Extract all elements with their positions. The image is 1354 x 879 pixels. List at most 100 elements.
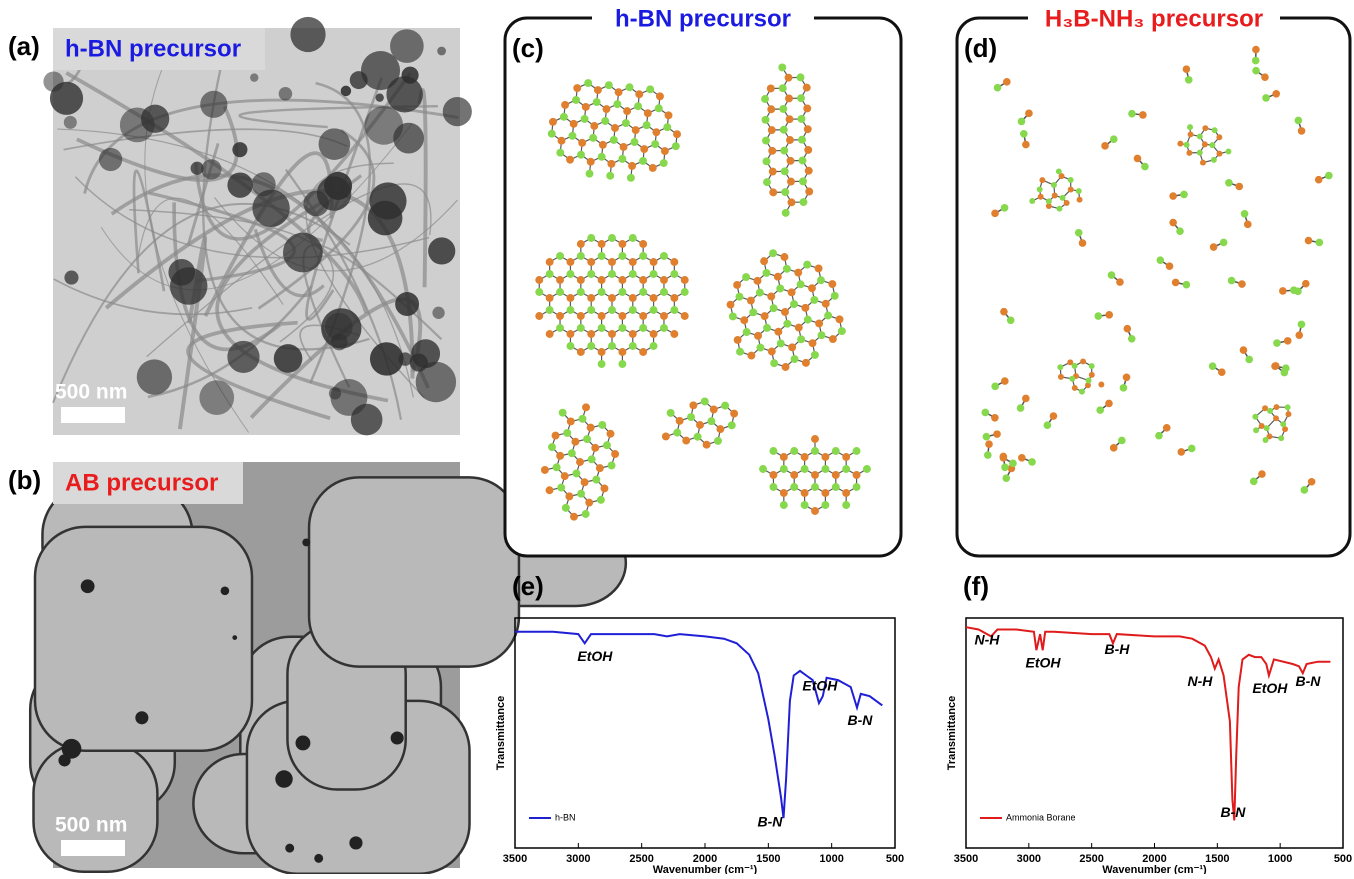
atom [681, 312, 689, 320]
atom [1187, 124, 1193, 130]
atom [770, 359, 778, 367]
x-tick-label: 500 [1334, 853, 1352, 865]
particle [135, 711, 148, 724]
x-tick-label: 3000 [566, 853, 590, 865]
atom [821, 489, 829, 497]
atom [598, 360, 606, 368]
atom [754, 332, 762, 340]
panel-label: (f) [963, 571, 989, 601]
panel-title: H₃B-NH₃ precursor [1045, 5, 1263, 32]
atom [1003, 78, 1011, 86]
particle [275, 770, 292, 787]
particle [227, 341, 259, 373]
atom [599, 141, 607, 149]
atom [592, 476, 600, 484]
atom [601, 484, 609, 492]
atom [640, 145, 648, 153]
atom [546, 486, 554, 494]
atom [1273, 339, 1281, 347]
atom [815, 319, 823, 327]
atom [639, 288, 647, 296]
atom [1210, 243, 1218, 251]
atom [535, 288, 543, 296]
atom [821, 465, 829, 473]
annotation: B-N [758, 813, 784, 829]
atom [782, 363, 790, 371]
spectrum-line [515, 632, 882, 818]
figure: (a) (b) h-BN precursor500 nm AB precurso… [0, 0, 1354, 874]
atom [556, 276, 564, 284]
atom [1057, 364, 1063, 370]
atom [756, 289, 764, 297]
atom [650, 306, 658, 314]
atom [681, 288, 689, 296]
atom [1262, 94, 1270, 102]
atom [767, 292, 775, 300]
atom [798, 115, 806, 123]
atom [780, 501, 788, 509]
atom [1295, 331, 1303, 339]
atom [563, 429, 571, 437]
particle [370, 342, 403, 375]
atom [801, 304, 809, 312]
atom [754, 277, 762, 285]
atom [701, 398, 709, 406]
atom [1216, 134, 1222, 140]
atom [608, 270, 616, 278]
atom [673, 429, 681, 437]
particle [319, 128, 351, 160]
annotation: EtOH [1026, 655, 1062, 671]
atom [660, 276, 668, 284]
atom [650, 342, 658, 350]
atom [1285, 404, 1291, 410]
atom [1272, 90, 1280, 98]
atom [984, 451, 992, 459]
atom [811, 435, 819, 443]
atom [1029, 198, 1035, 204]
atom [991, 383, 999, 391]
atom [1200, 160, 1206, 166]
atom [791, 355, 799, 363]
atom [566, 270, 574, 278]
atom [660, 288, 668, 296]
atom [805, 167, 813, 175]
atom [615, 88, 623, 96]
atom [605, 81, 613, 89]
atom [1020, 130, 1028, 138]
atom [618, 240, 626, 248]
atom [769, 447, 777, 455]
atom [1025, 110, 1033, 118]
y-axis-label: Transmittance [495, 696, 507, 771]
atom [790, 447, 798, 455]
atom [800, 198, 808, 206]
atom [981, 409, 989, 417]
atom [1225, 179, 1233, 187]
annotation: B-N [1220, 804, 1246, 820]
atom [853, 471, 861, 479]
atom [577, 151, 585, 159]
panel-title: h-BN precursor [615, 5, 791, 32]
atom [780, 489, 788, 497]
atom [742, 273, 750, 281]
atom [781, 308, 789, 316]
atom [694, 433, 702, 441]
atom [546, 294, 554, 302]
atom [1110, 135, 1118, 143]
atom [716, 425, 724, 433]
atom [556, 312, 564, 320]
panel-label: (a) [8, 31, 40, 61]
atom [632, 126, 640, 134]
atom [608, 330, 616, 338]
atom [842, 453, 850, 461]
atom [1252, 57, 1260, 65]
atom [570, 513, 578, 521]
particle [62, 739, 82, 759]
atom [660, 252, 668, 260]
particle [50, 82, 83, 115]
atom [1028, 458, 1036, 466]
panel-label: (b) [8, 465, 41, 495]
x-tick-label: 3500 [954, 853, 978, 865]
atom [611, 124, 619, 132]
atom [767, 105, 775, 113]
particle [199, 380, 234, 415]
